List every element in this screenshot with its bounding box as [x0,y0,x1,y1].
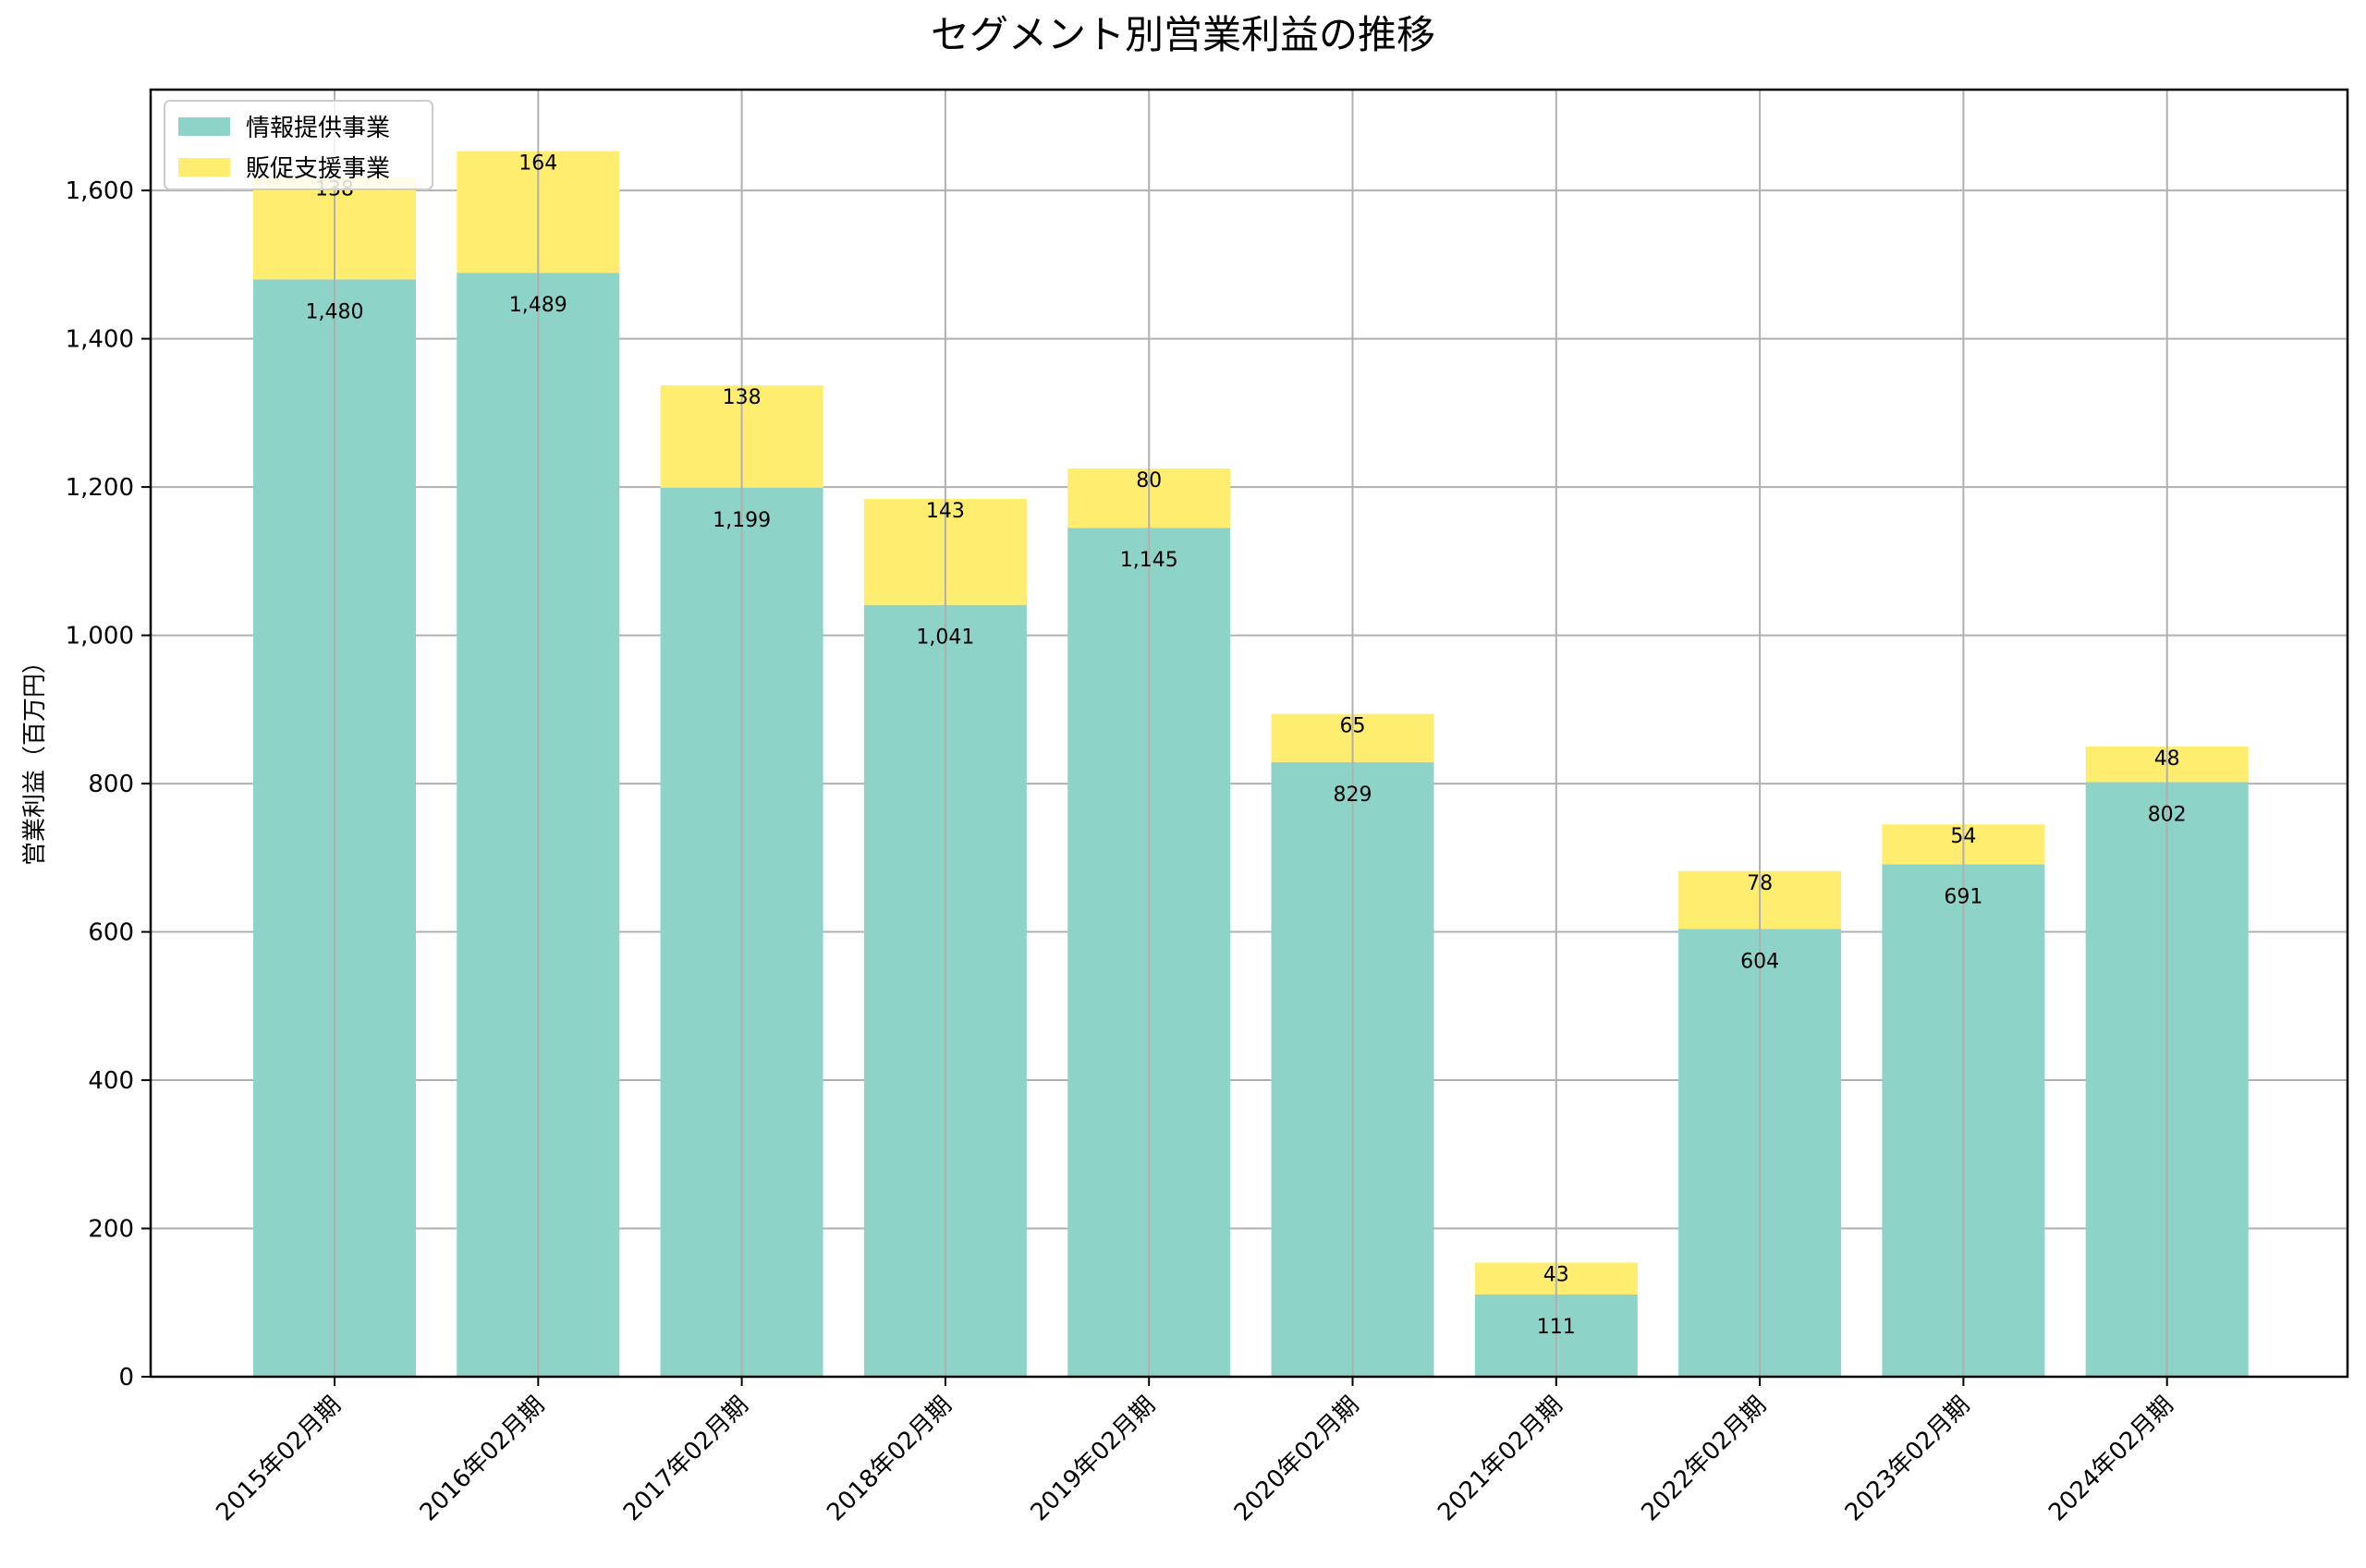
legend-label-1: 情報提供事業 [246,115,390,142]
x-tick-label: 2020年02月期 [1229,1392,1365,1527]
bar-8-series-1-label: 604 [1740,950,1779,973]
bar-7-series-2-label: 43 [1543,1263,1569,1286]
bar-2-series-2-label: 164 [518,152,557,176]
legend-swatch-1 [178,117,230,136]
y-tick-label: 1,000 [66,623,134,650]
x-tick-label: 2021年02月期 [1433,1392,1568,1527]
y-axis-label: 営業利益（百万円） [21,650,49,866]
bar-5-series-1-label: 1,145 [1120,549,1178,572]
chart-title: セグメント別営業利益の推移 [931,12,1435,57]
bar-1-series-1-label: 1,480 [306,300,364,323]
bar-9-series-1-label: 691 [1944,886,1982,909]
bar-2-series-1-label: 1,489 [509,294,567,317]
bar-4-series-2-label: 143 [926,500,965,523]
y-tick-label: 600 [88,919,134,947]
y-tick-label: 1,400 [66,326,134,354]
bar-5-series-2-label: 80 [1136,469,1162,492]
legend-swatch-2 [178,158,230,176]
bar-7-series-1-label: 111 [1537,1316,1576,1339]
legend-box [164,100,433,190]
x-tick-label: 2015年02月期 [211,1392,347,1527]
x-tick-label: 2019年02月期 [1026,1392,1162,1527]
x-tick-label: 2024年02月期 [2043,1392,2179,1527]
legend-label-2: 販促支援事業 [246,155,390,183]
bar-6-series-2-label: 65 [1340,715,1366,738]
bar-9-series-2-label: 54 [1950,825,1976,848]
y-tick-label: 800 [88,771,134,798]
bar-10-series-2-label: 48 [2154,748,2180,771]
y-tick-label: 400 [88,1067,134,1095]
y-tick-label: 1,600 [66,177,134,205]
bar-6-series-1-label: 829 [1334,784,1372,807]
bar-3-series-2-label: 138 [723,386,762,409]
bar-3-series-1-label: 1,199 [713,509,771,532]
axes [149,88,2349,1379]
bars [253,151,2249,1378]
x-tick-label: 2017年02月期 [618,1392,754,1527]
bar-8-series-2-label: 78 [1747,872,1773,895]
x-tick-label: 2023年02月期 [1840,1392,1976,1527]
x-tick-label: 2016年02月期 [415,1392,551,1527]
x-tick-label: 2022年02月期 [1636,1392,1772,1527]
y-tick-label: 0 [118,1364,134,1392]
bar-4-series-1-label: 1,041 [916,626,974,650]
plot-frame [149,88,2349,1379]
x-tick-label: 2018年02月期 [822,1392,957,1527]
bar-10-series-1-label: 802 [2148,803,2187,826]
y-tick-label: 1,200 [66,474,134,502]
vertical-grid-lines [334,90,2168,1377]
y-tick-label: 200 [88,1216,134,1244]
